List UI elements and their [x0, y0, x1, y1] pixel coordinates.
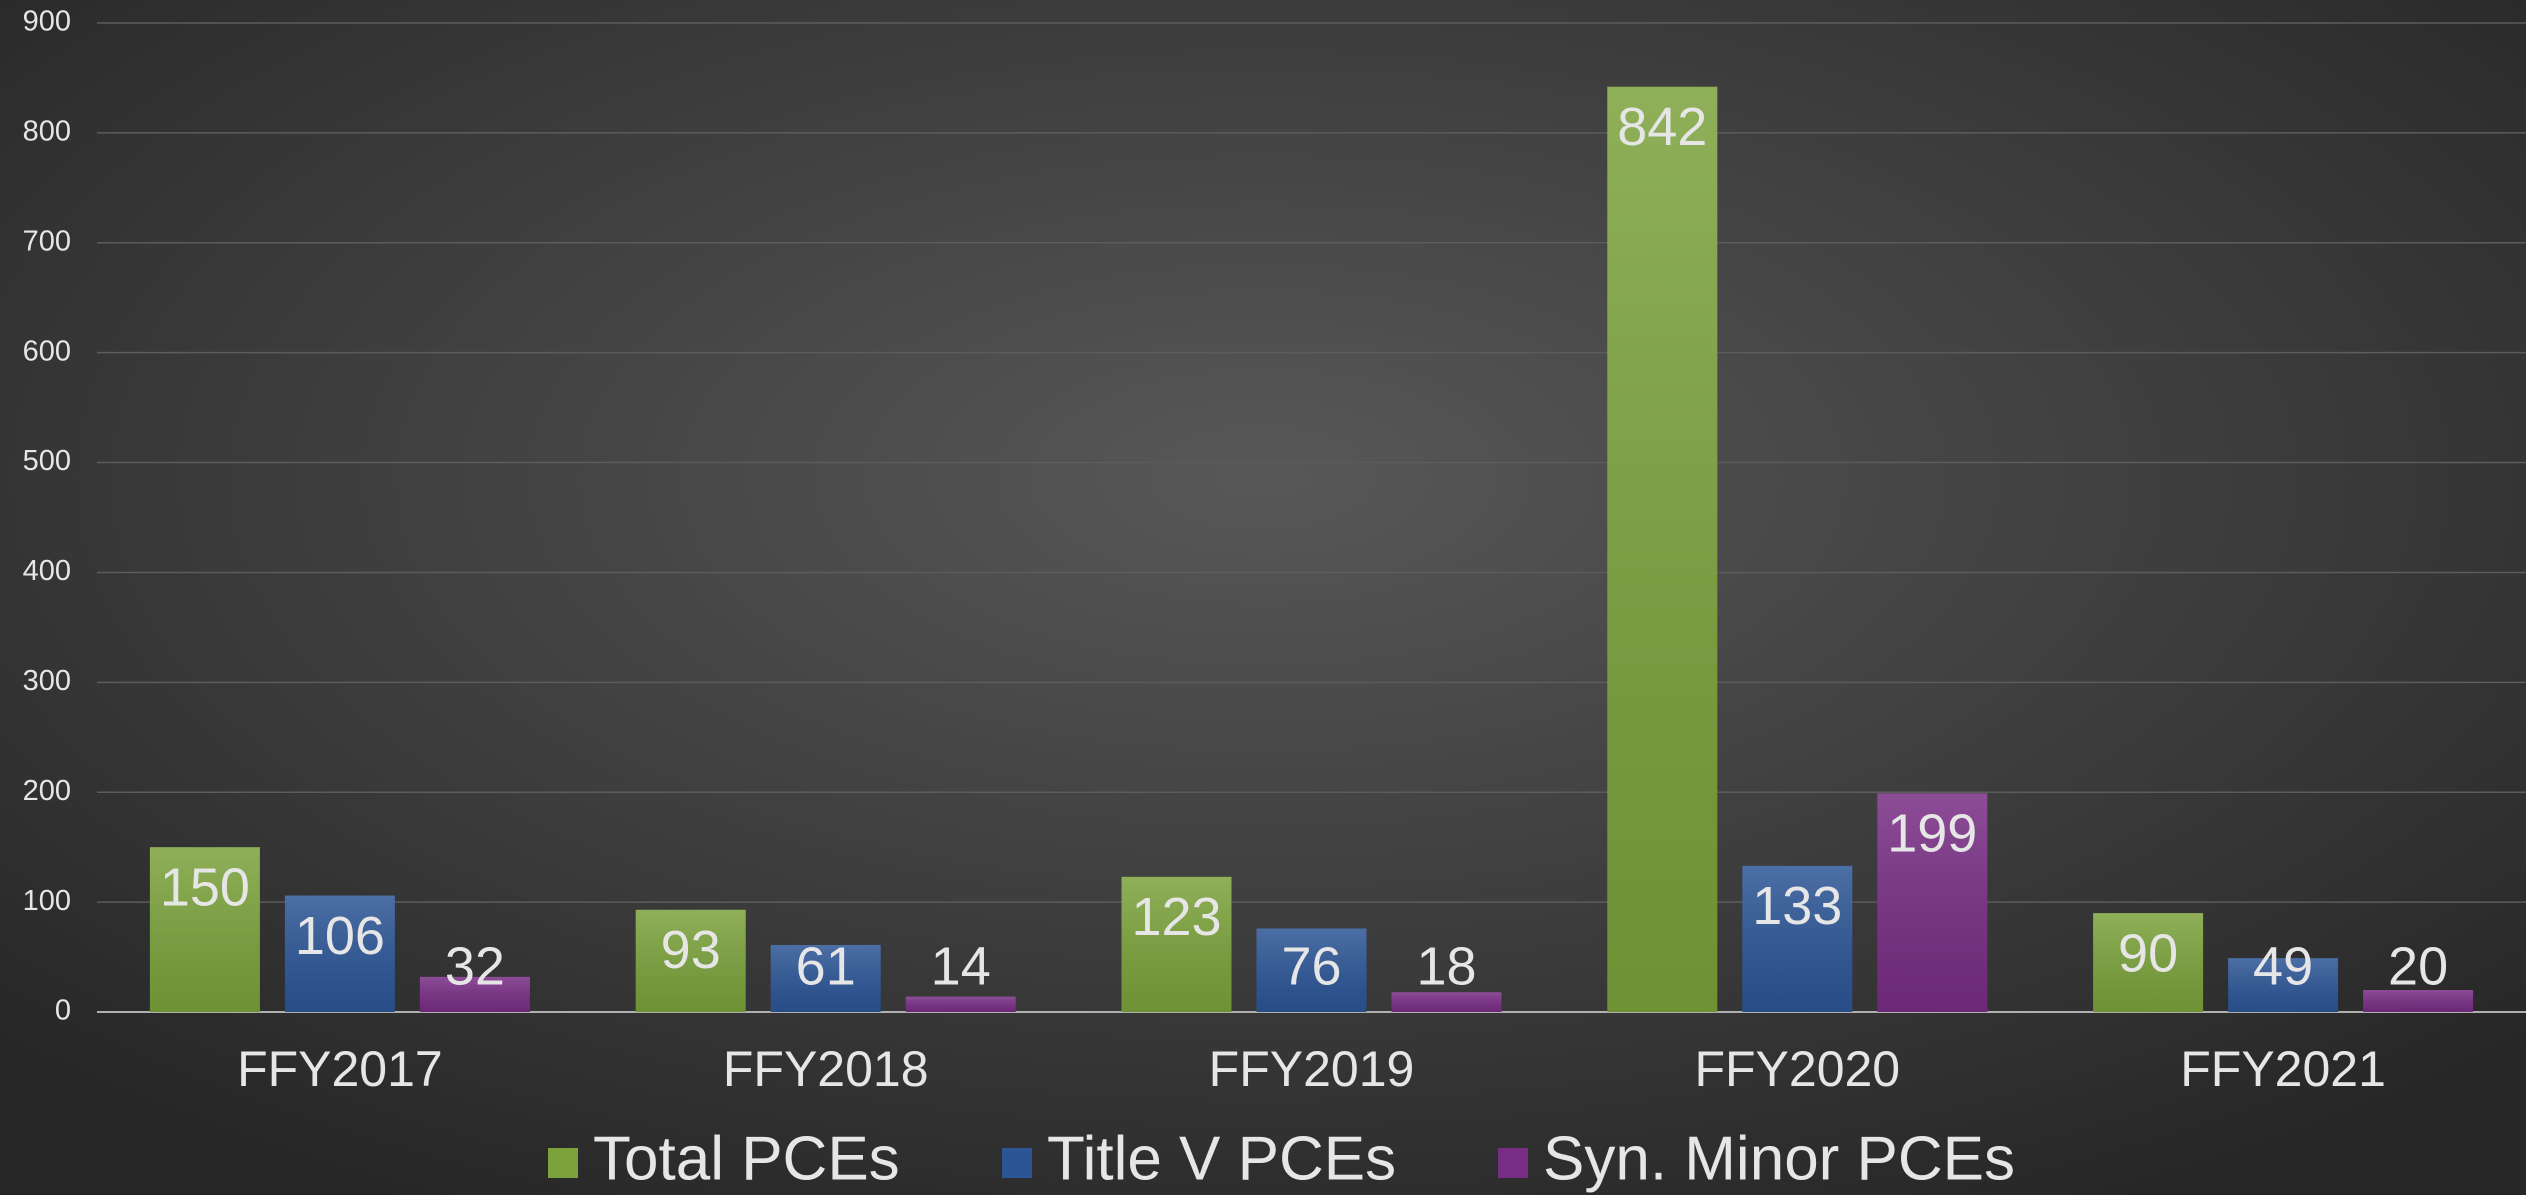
- bar-shade: [284, 895, 395, 1012]
- legend-swatch: [1002, 1148, 1032, 1178]
- bar-shade: [770, 944, 881, 1012]
- bar-shade: [2228, 958, 2339, 1012]
- legend-label: Title V PCEs: [1047, 1124, 1396, 1193]
- y-tick-label: 300: [23, 665, 71, 697]
- legend-label: Total PCEs: [593, 1124, 900, 1193]
- value-label: 123: [1131, 887, 1221, 947]
- y-tick-label: 0: [55, 995, 71, 1027]
- value-label: 199: [1887, 804, 1977, 864]
- y-tick-label: 600: [23, 335, 71, 367]
- bar-shade: [149, 847, 260, 1012]
- bar-shade: [419, 976, 530, 1012]
- value-label: 150: [160, 857, 250, 917]
- x-tick-label: FFY2019: [1209, 1041, 1415, 1097]
- value-label: 842: [1617, 97, 1707, 157]
- value-label: 133: [1752, 876, 1842, 936]
- value-label: 14: [931, 936, 991, 996]
- value-label: 61: [796, 936, 856, 996]
- bar-shade: [905, 996, 1016, 1012]
- bar-shade: [1877, 793, 1988, 1012]
- value-label: 93: [661, 920, 721, 980]
- y-tick-label: 800: [23, 116, 71, 148]
- value-label: 20: [2388, 936, 2448, 996]
- bar-shade: [2363, 990, 2474, 1012]
- y-tick-label: 200: [23, 775, 71, 807]
- legend-swatch: [548, 1148, 578, 1178]
- bar-shade: [635, 909, 746, 1012]
- value-label: 49: [2253, 936, 2313, 996]
- legend-label: Syn. Minor PCEs: [1543, 1124, 2015, 1193]
- legend-swatch: [1498, 1148, 1528, 1178]
- value-label: 18: [1416, 936, 1476, 996]
- y-tick-label: 700: [23, 225, 71, 257]
- bar-shade: [2093, 913, 2204, 1012]
- bar-shade: [1607, 86, 1718, 1013]
- value-label: 76: [1281, 936, 1341, 996]
- y-tick-label: 400: [23, 555, 71, 587]
- bar-shade: [1391, 992, 1502, 1012]
- x-tick-label: FFY2021: [2180, 1041, 2386, 1097]
- value-label: 32: [445, 936, 505, 996]
- bar-shade: [1256, 928, 1367, 1012]
- x-tick-label: FFY2020: [1694, 1041, 1900, 1097]
- bar-shade: [1742, 865, 1853, 1012]
- bar-shade: [1121, 876, 1232, 1012]
- value-label: 106: [295, 906, 385, 966]
- x-tick-label: FFY2017: [237, 1041, 443, 1097]
- x-tick-label: FFY2018: [723, 1041, 929, 1097]
- y-tick-label: 500: [23, 445, 71, 477]
- y-tick-label: 100: [23, 885, 71, 917]
- y-tick-label: 900: [23, 6, 71, 38]
- value-label: 90: [2118, 923, 2178, 983]
